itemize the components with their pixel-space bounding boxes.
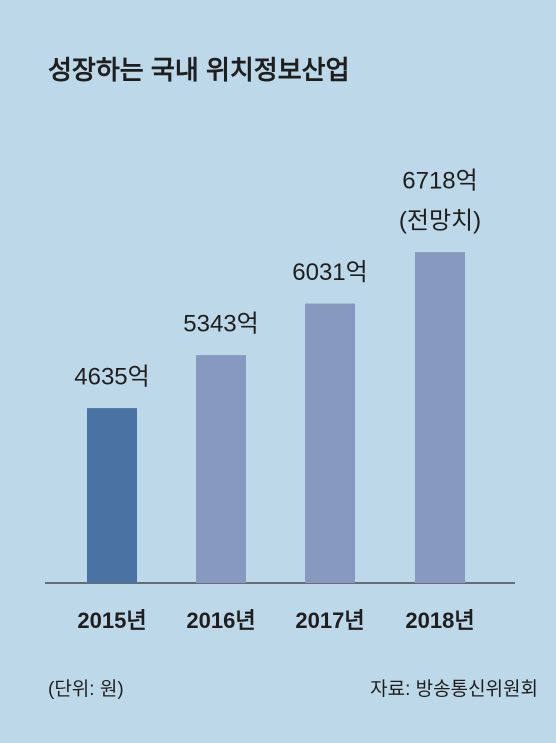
x-tick-label: 2015년 <box>77 608 146 633</box>
chart-title: 성장하는 국내 위치정보산업 <box>48 55 350 85</box>
bar <box>87 408 137 583</box>
unit-note: (단위: 원) <box>48 678 124 700</box>
bar <box>196 355 246 583</box>
annotation: (전망치) <box>399 207 481 234</box>
x-tick-label: 2016년 <box>186 608 255 633</box>
value-label: 5343억 <box>183 310 258 337</box>
value-label: 4635억 <box>74 363 149 390</box>
value-label: 6718억 <box>402 167 477 194</box>
x-tick-label: 2017년 <box>295 608 364 633</box>
source: 자료: 방송통신위원회 <box>370 678 538 700</box>
value-label: 6031억 <box>292 259 367 286</box>
bar <box>415 252 465 583</box>
x-tick-label: 2018년 <box>405 608 474 633</box>
bar <box>305 303 355 583</box>
